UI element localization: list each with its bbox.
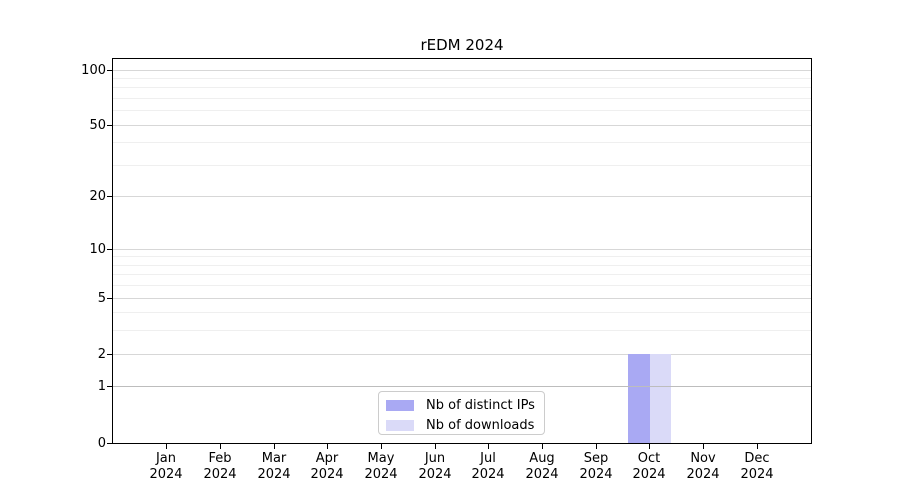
x-tick-jun bbox=[435, 444, 436, 449]
gridline-y-minor-4 bbox=[113, 312, 811, 313]
gridline-y-100 bbox=[113, 70, 811, 71]
gridline-y-minor-3 bbox=[113, 330, 811, 331]
x-tick-label-may: May 2024 bbox=[364, 451, 398, 482]
legend: Nb of distinct IPs Nb of downloads bbox=[378, 391, 545, 435]
plot-area bbox=[112, 58, 812, 444]
x-tick-label-jul: Jul 2024 bbox=[471, 451, 505, 482]
y-tick-label-10: 10 bbox=[89, 242, 106, 257]
gridline-y-minor-30 bbox=[113, 165, 811, 166]
x-tick-aug bbox=[542, 444, 543, 449]
gridline-y-minor-7 bbox=[113, 274, 811, 275]
x-tick-jan bbox=[166, 444, 167, 449]
y-tick-label-100: 100 bbox=[81, 63, 106, 78]
gridline-y-minor-40 bbox=[113, 142, 811, 143]
y-tick-100 bbox=[107, 70, 113, 71]
x-tick-label-dec: Dec 2024 bbox=[740, 451, 774, 482]
y-tick-50 bbox=[107, 125, 113, 126]
bar-downloads-oct bbox=[649, 354, 672, 443]
y-tick-10 bbox=[107, 249, 113, 250]
x-tick-label-nov: Nov 2024 bbox=[686, 451, 720, 482]
y-tick-label-50: 50 bbox=[89, 118, 106, 133]
x-tick-label-jun: Jun 2024 bbox=[418, 451, 452, 482]
y-tick-2 bbox=[107, 354, 113, 355]
x-tick-sep bbox=[596, 444, 597, 449]
y-tick-20 bbox=[107, 196, 113, 197]
y-tick-label-1: 1 bbox=[97, 379, 106, 394]
gridline-y-10 bbox=[113, 249, 811, 250]
y-tick-label-5: 5 bbox=[97, 291, 106, 306]
x-tick-oct bbox=[649, 444, 650, 449]
x-tick-label-oct: Oct 2024 bbox=[632, 451, 666, 482]
gridline-y-minor-80 bbox=[113, 87, 811, 88]
gridline-y-minor-9 bbox=[113, 256, 811, 257]
x-tick-label-jan: Jan 2024 bbox=[149, 451, 183, 482]
x-tick-label-sep: Sep 2024 bbox=[579, 451, 613, 482]
chart-title: rEDM 2024 bbox=[420, 36, 504, 54]
x-tick-label-feb: Feb 2024 bbox=[203, 451, 237, 482]
legend-label-distinct-ips: Nb of distinct IPs bbox=[426, 398, 535, 413]
y-tick-label-0: 0 bbox=[97, 436, 106, 451]
gridline-y-2 bbox=[113, 354, 811, 355]
gridline-y-minor-6 bbox=[113, 285, 811, 286]
x-tick-apr bbox=[327, 444, 328, 449]
x-tick-label-aug: Aug 2024 bbox=[525, 451, 559, 482]
legend-item-distinct-ips: Nb of distinct IPs bbox=[386, 397, 538, 414]
gridline-y-1 bbox=[113, 386, 811, 387]
y-tick-0 bbox=[107, 443, 113, 444]
y-tick-label-20: 20 bbox=[89, 189, 106, 204]
gridline-y-minor-8 bbox=[113, 265, 811, 266]
gridline-y-20 bbox=[113, 196, 811, 197]
x-tick-feb bbox=[220, 444, 221, 449]
gridline-y-minor-60 bbox=[113, 110, 811, 111]
y-tick-5 bbox=[107, 298, 113, 299]
x-tick-mar bbox=[274, 444, 275, 449]
y-tick-label-2: 2 bbox=[97, 347, 106, 362]
legend-label-downloads: Nb of downloads bbox=[426, 418, 535, 433]
bar-ips-oct bbox=[628, 354, 650, 443]
legend-swatch-downloads bbox=[386, 420, 414, 431]
gridline-y-50 bbox=[113, 125, 811, 126]
x-tick-jul bbox=[488, 444, 489, 449]
x-tick-nov bbox=[703, 444, 704, 449]
x-tick-dec bbox=[757, 444, 758, 449]
gridline-y-minor-90 bbox=[113, 78, 811, 79]
x-tick-label-apr: Apr 2024 bbox=[310, 451, 344, 482]
gridline-y-minor-70 bbox=[113, 98, 811, 99]
gridline-y-5 bbox=[113, 298, 811, 299]
x-tick-label-mar: Mar 2024 bbox=[257, 451, 291, 482]
y-tick-1 bbox=[107, 386, 113, 387]
legend-item-downloads: Nb of downloads bbox=[386, 417, 538, 434]
x-tick-may bbox=[381, 444, 382, 449]
legend-swatch-distinct-ips bbox=[386, 400, 414, 411]
